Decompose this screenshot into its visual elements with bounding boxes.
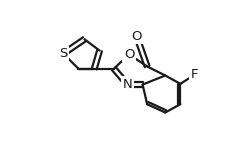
Text: N: N [123,78,132,91]
Text: O: O [124,48,134,61]
Text: O: O [131,30,142,43]
Text: F: F [191,68,199,81]
Text: S: S [59,47,68,60]
